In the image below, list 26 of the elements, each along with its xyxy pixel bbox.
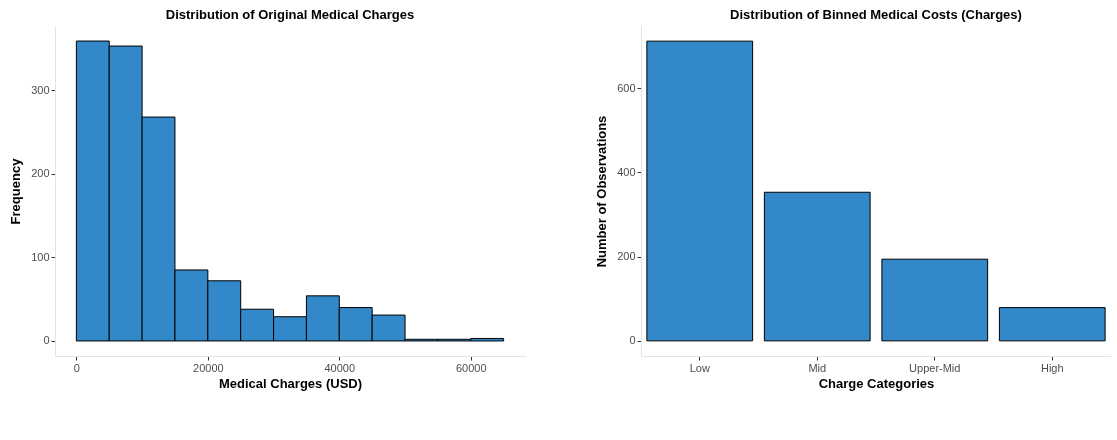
- x-tick-label: Mid: [808, 361, 827, 374]
- y-tick-label: 200: [31, 167, 50, 180]
- bar: [881, 258, 989, 342]
- bar: [998, 307, 1106, 342]
- x-tick-label: 60000: [455, 361, 487, 374]
- y-tick-label: 100: [31, 250, 50, 263]
- bar: [646, 40, 754, 342]
- x-tick-label: 40000: [324, 361, 356, 374]
- y-tick-label: 200: [617, 250, 636, 263]
- chart-title: Distribution of Original Medical Charges: [165, 7, 415, 22]
- chart-title: Distribution of Binned Medical Costs (Charges): [730, 7, 1022, 22]
- x-axis-title: Charge Categories: [818, 375, 935, 391]
- y-tick-label: 600: [617, 81, 636, 94]
- x-tick-label: 20000: [193, 361, 224, 374]
- x-tick-label: Low: [689, 361, 710, 374]
- x-tick-label: Upper-Mid: [909, 361, 961, 374]
- x-tick-label: 0: [73, 361, 80, 374]
- y-tick-label: 300: [31, 83, 50, 96]
- y-axis-title: Number of Observations: [594, 115, 610, 268]
- bar: [763, 191, 871, 342]
- x-tick-label: High: [1040, 361, 1064, 374]
- x-axis-title: Medical Charges (USD): [218, 375, 363, 391]
- y-tick-label: 400: [617, 165, 636, 178]
- y-tick-label: 0: [43, 334, 50, 347]
- y-tick-label: 0: [629, 334, 636, 347]
- y-axis-title: Frequency: [8, 157, 24, 225]
